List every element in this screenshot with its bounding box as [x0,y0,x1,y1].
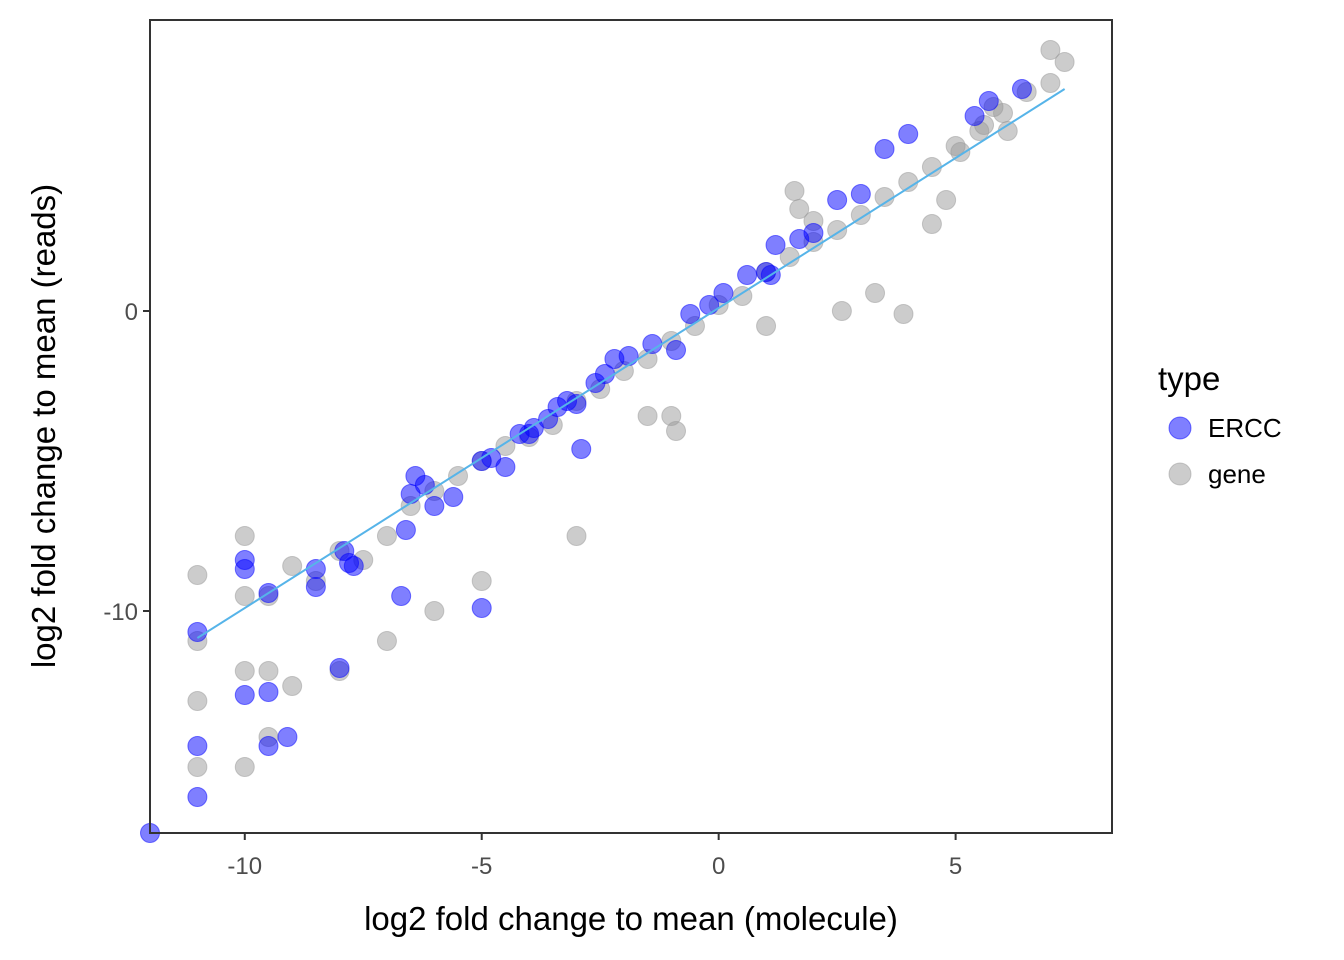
ercc-point [765,235,786,255]
gene-point [187,565,208,585]
gene-point [234,586,255,606]
ercc-point [395,520,416,540]
ercc-point [978,91,999,111]
gene-point [1040,73,1061,93]
legend-title: type [1158,360,1220,397]
gene-point [1054,52,1075,72]
gene-point [827,220,848,240]
gene-point [921,214,942,234]
y-tick-label: -10 [103,599,138,626]
ercc-point [618,346,639,366]
ercc-point [187,787,208,807]
gene-point [936,190,957,210]
ercc-point [414,475,435,495]
gene-point [756,316,777,336]
y-axis: -10 0 [103,299,150,626]
gene-point [424,601,445,621]
gene-point [1040,40,1061,60]
ercc-point [898,124,919,144]
ercc-point [850,184,871,204]
ercc-point [234,550,255,570]
x-tick-label: -5 [471,853,492,880]
ercc-point [471,598,492,618]
gene-point [784,181,805,201]
legend-item-ercc: ERCC [1168,413,1282,443]
y-axis-title: log2 fold change to mean (reads) [25,184,62,668]
points-layer [140,40,1075,843]
gene-point [234,526,255,546]
gene-point [831,301,852,321]
legend-key-gene [1168,462,1192,486]
x-axis: -10 -5 0 5 [227,833,962,880]
ercc-point [343,556,364,576]
ercc-point [187,622,208,642]
fit-line [196,88,1066,639]
legend-label-ercc: ERCC [1208,413,1282,443]
gene-point [865,283,886,303]
plot-panel-border [149,19,1113,834]
gene-point [637,406,658,426]
x-tick-label: -10 [227,853,262,880]
gene-point [187,691,208,711]
ercc-point [713,283,734,303]
ercc-point [666,340,687,360]
gene-point [850,205,871,225]
gene-point [448,466,469,486]
ercc-point [329,658,350,678]
ercc-point [874,139,895,159]
series-ercc [140,79,1032,843]
ercc-point [187,736,208,756]
ercc-point [258,736,279,756]
ercc-point [680,304,701,324]
ercc-point [964,106,985,126]
legend: type ERCC gene [1158,360,1282,489]
x-tick-label: 0 [712,853,725,880]
ercc-point [234,685,255,705]
x-tick-label: 5 [949,853,962,880]
legend-key-ercc [1168,416,1192,440]
ercc-point [443,487,464,507]
ercc-point [803,223,824,243]
ercc-point [277,727,298,747]
gene-point [376,526,397,546]
ercc-point [827,190,848,210]
gene-point [282,556,303,576]
gene-point [666,421,687,441]
gene-point [234,757,255,777]
gene-point [234,661,255,681]
gene-point [187,757,208,777]
gene-point [258,661,279,681]
gene-point [893,304,914,324]
ercc-point [737,265,758,285]
ercc-point [523,418,544,438]
x-axis-title: log2 fold change to mean (molecule) [364,900,898,937]
ercc-point [391,586,412,606]
gene-point [495,436,516,456]
legend-item-gene: gene [1168,459,1266,489]
y-tick-label: 0 [125,299,138,326]
gene-point [566,526,587,546]
ercc-point [1011,79,1032,99]
legend-label-gene: gene [1208,459,1266,489]
ercc-point [305,577,326,597]
gene-point [376,631,397,651]
gene-point [950,142,971,162]
ercc-point [495,457,516,477]
ercc-point [258,682,279,702]
ercc-point [571,439,592,459]
gene-point [282,676,303,696]
gene-point [471,571,492,591]
ercc-point [424,496,445,516]
